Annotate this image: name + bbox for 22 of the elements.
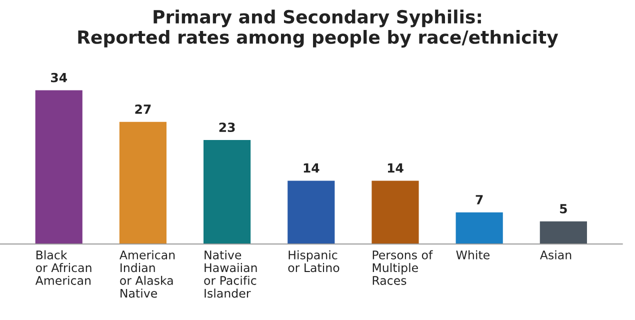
x-tick-label: Persons of Multiple Races xyxy=(372,250,433,285)
data-label: 5 xyxy=(560,204,567,214)
bar xyxy=(456,212,503,244)
bar xyxy=(540,221,587,244)
x-tick-label: White xyxy=(456,250,490,260)
bar xyxy=(119,122,167,244)
data-label: 14 xyxy=(388,163,404,173)
bar xyxy=(288,180,335,244)
x-tick-label: Native Hawaiian or Pacific Islander xyxy=(204,250,257,298)
x-tick-label: Hispanic or Latino xyxy=(288,250,340,272)
bar xyxy=(372,180,419,244)
bar xyxy=(204,140,251,244)
data-label: 27 xyxy=(135,104,151,114)
data-label: 14 xyxy=(304,163,320,173)
data-label: 23 xyxy=(219,122,235,132)
x-tick-label: American Indian or Alaska Native xyxy=(120,250,175,298)
chart-title: Primary and Secondary Syphilis: Reported rates among people by race/ethnicity xyxy=(78,10,558,48)
data-label: 34 xyxy=(51,72,67,82)
bar xyxy=(35,90,82,244)
data-label: 7 xyxy=(476,195,483,204)
x-tick-label: Asian xyxy=(540,250,572,260)
x-tick-label: Black or African American xyxy=(35,250,92,285)
